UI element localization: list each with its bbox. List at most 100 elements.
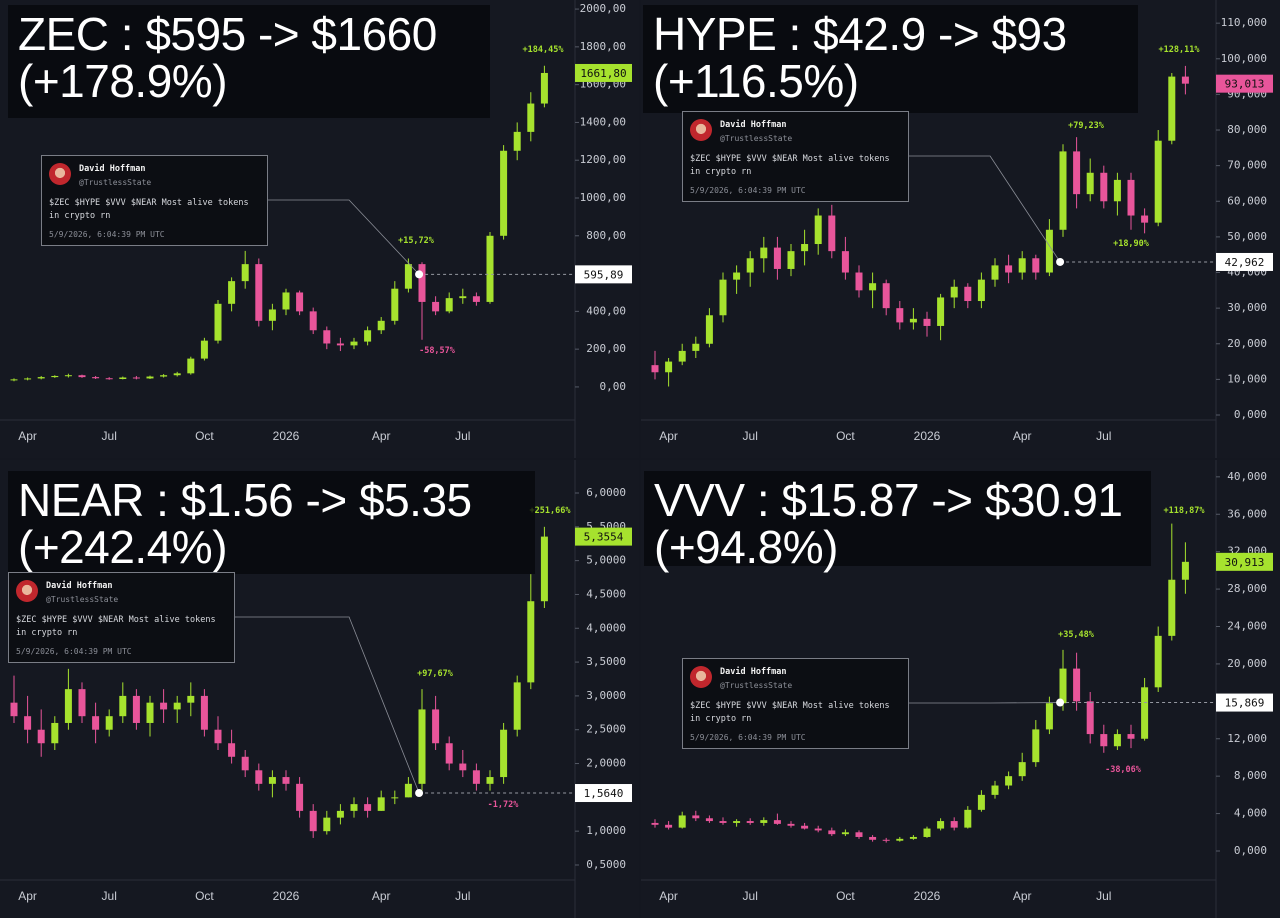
x-tick-label: 2026 bbox=[273, 429, 300, 443]
candle-body bbox=[296, 292, 304, 312]
candle-body bbox=[200, 695, 208, 730]
candle-body bbox=[432, 301, 440, 312]
candle-body bbox=[268, 309, 276, 321]
candle-body bbox=[404, 783, 412, 798]
candle-body bbox=[1073, 151, 1081, 195]
tweet-name: David Hoffman bbox=[79, 164, 146, 174]
tweet-handle: @TrustlessState bbox=[46, 595, 119, 604]
candle-body bbox=[78, 689, 86, 717]
candle-body bbox=[651, 822, 659, 825]
y-tick-label: 0,000 bbox=[1234, 408, 1267, 421]
tweet-name: David Hoffman bbox=[720, 667, 787, 677]
candle-body bbox=[977, 279, 985, 302]
y-tick-label: 800,00 bbox=[586, 229, 626, 242]
candle-body bbox=[92, 716, 100, 730]
candle-body bbox=[37, 377, 45, 379]
tweet-card: David Hoffman @TrustlessState $ZEC $HYPE $… bbox=[682, 658, 909, 749]
candle-body bbox=[869, 836, 877, 840]
candle-body bbox=[760, 820, 768, 823]
subtitle: (+242.4%) bbox=[18, 521, 228, 573]
x-tick-label: Apr bbox=[659, 429, 678, 443]
candle-body bbox=[391, 288, 399, 321]
candle-body bbox=[500, 150, 508, 236]
y-tick-label: 1800,00 bbox=[580, 40, 626, 53]
chart: 0,00010,00020,00030,00040,00050,00060,00… bbox=[641, 0, 1273, 458]
candle-body bbox=[1141, 215, 1149, 223]
annotation: -1,72% bbox=[488, 800, 520, 810]
y-tick-label: 10,000 bbox=[1227, 372, 1267, 385]
y-tick-label: 4,0000 bbox=[586, 621, 626, 634]
candle-body bbox=[10, 702, 18, 717]
x-tick-label: 2026 bbox=[914, 889, 941, 903]
candle-body bbox=[64, 689, 72, 723]
y-tick-label: 4,000 bbox=[1234, 807, 1267, 820]
tweet-handle: @TrustlessState bbox=[720, 134, 793, 143]
candle-body bbox=[787, 251, 795, 269]
candle-body bbox=[432, 709, 440, 744]
candle-body bbox=[923, 828, 931, 837]
y-tick-label: 1400,00 bbox=[580, 115, 626, 128]
candle-body bbox=[391, 797, 399, 799]
candle-body bbox=[78, 375, 86, 378]
y-tick-label: 30,000 bbox=[1227, 301, 1267, 314]
candle-body bbox=[24, 716, 32, 730]
x-tick-label: 2026 bbox=[914, 429, 941, 443]
y-tick-label: 2000,00 bbox=[580, 2, 626, 15]
tweet-marker bbox=[1056, 698, 1065, 707]
candle-body bbox=[309, 311, 317, 331]
price-label-bg bbox=[1216, 693, 1273, 712]
candle-body bbox=[1127, 179, 1135, 216]
candle-body bbox=[1073, 668, 1081, 702]
title-box: HYPE : $42.9 -> $93 (+116.5%) bbox=[643, 5, 1138, 113]
connector bbox=[268, 199, 420, 275]
candle-body bbox=[651, 365, 659, 373]
candle-body bbox=[977, 794, 985, 810]
candle-body bbox=[801, 244, 809, 252]
tweet-time: 5/9/2026, 6:04:39 PM UTC bbox=[690, 733, 806, 742]
candle-body bbox=[719, 821, 727, 823]
candle-body bbox=[882, 283, 890, 309]
candle-body bbox=[705, 315, 713, 344]
candle-body bbox=[146, 376, 154, 379]
last-price-bg bbox=[575, 527, 632, 546]
last-price-bg bbox=[575, 63, 632, 82]
tweet-card: David Hoffman @TrustlessState $ZEC $HYPE $… bbox=[8, 572, 235, 663]
last-price-label: 30,913 bbox=[1225, 556, 1265, 569]
chart-panel: 0,50001,00001,50002,00002,50003,00003,50… bbox=[0, 460, 639, 918]
y-tick-label: 80,000 bbox=[1227, 123, 1267, 136]
annotation: +97,67% bbox=[417, 669, 454, 679]
title-box: ZEC : $595 -> $1660 (+178.9%) bbox=[8, 5, 490, 118]
candle-body bbox=[1005, 265, 1013, 273]
last-price-label: 1661,80 bbox=[580, 67, 626, 80]
annotation: -38,06% bbox=[1105, 765, 1142, 775]
candle-body bbox=[160, 702, 168, 710]
candle-body bbox=[377, 320, 385, 331]
candle-body bbox=[513, 682, 521, 730]
candle-body bbox=[678, 350, 686, 362]
annotation: +15,72% bbox=[398, 236, 435, 246]
candle-body bbox=[336, 810, 344, 818]
candle-body bbox=[692, 343, 700, 351]
candle-body bbox=[814, 828, 822, 831]
y-tick-label: 12,000 bbox=[1227, 732, 1267, 745]
candle-body bbox=[1154, 140, 1162, 223]
candle-body bbox=[1141, 687, 1149, 739]
annotation: +251,66% bbox=[530, 506, 572, 516]
x-tick-label: Jul bbox=[455, 429, 470, 443]
annotation: +184,45% bbox=[523, 45, 565, 55]
candle-body bbox=[282, 292, 290, 310]
candle-body bbox=[1113, 734, 1121, 747]
candle-body bbox=[119, 377, 127, 380]
tweet-handle: @TrustlessState bbox=[79, 178, 152, 187]
candle-body bbox=[773, 820, 781, 824]
candle-body bbox=[377, 797, 385, 811]
candle-body bbox=[173, 702, 181, 710]
tweet-time: 5/9/2026, 6:04:39 PM UTC bbox=[690, 186, 806, 195]
x-tick-label: 2026 bbox=[273, 889, 300, 903]
chart: 0,0004,0008,00012,00016,00020,00024,0002… bbox=[641, 460, 1273, 918]
candle-body bbox=[1181, 76, 1189, 84]
candle-body bbox=[132, 695, 140, 723]
candle-body bbox=[991, 265, 999, 280]
candle-body bbox=[214, 729, 222, 744]
